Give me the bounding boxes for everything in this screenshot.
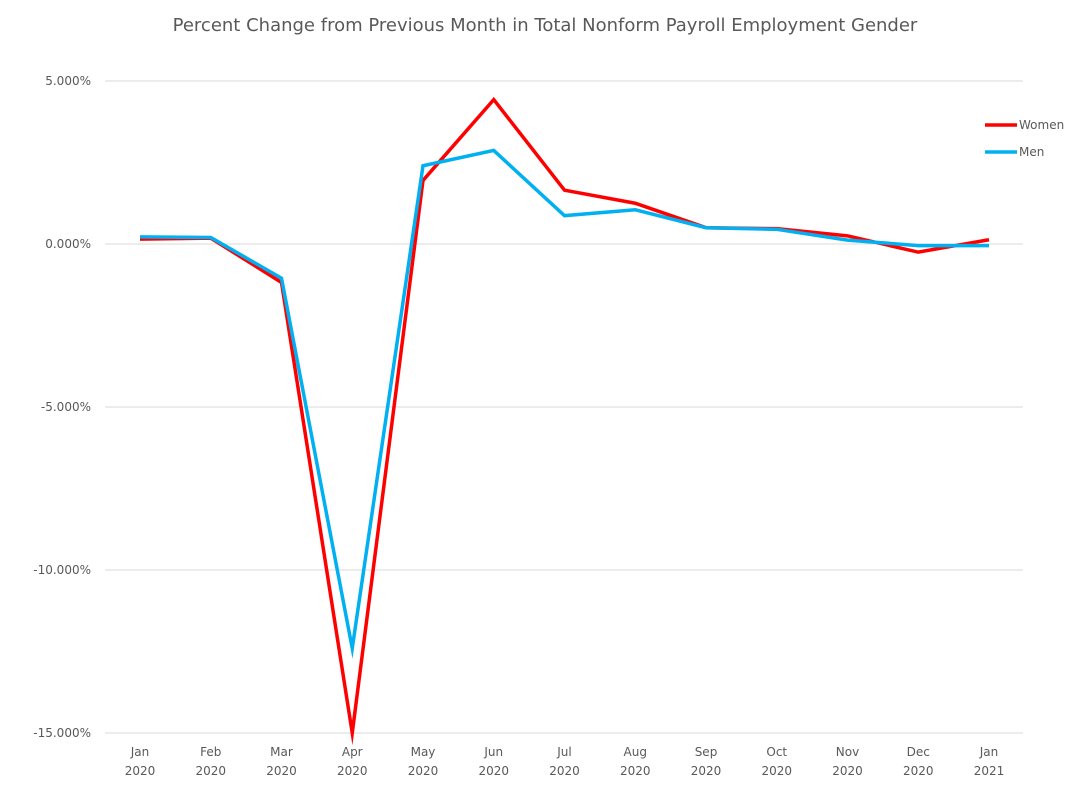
y-tick-label: -5.000% [41, 400, 91, 414]
x-tick-label-year: 2020 [408, 764, 439, 778]
x-tick-label-month: Sep [695, 745, 718, 759]
x-tick-label-year: 2020 [266, 764, 297, 778]
legend-label-men: Men [1019, 145, 1044, 159]
series-lines [139, 96, 990, 746]
x-tick-label-year: 2020 [903, 764, 934, 778]
legend: Women Men [985, 118, 1064, 159]
x-tick-label-year: 2020 [620, 764, 651, 778]
x-tick-label-year: 2020 [478, 764, 509, 778]
x-tick-label-month: Jan [979, 745, 999, 759]
x-tick-label-month: Dec [907, 745, 930, 759]
x-tick-label-year: 2020 [549, 764, 580, 778]
x-tick-label-year: 2020 [195, 764, 226, 778]
x-tick-label-month: Jul [556, 745, 571, 759]
x-tick-label-month: Nov [836, 745, 859, 759]
y-tick-label: -15.000% [33, 726, 91, 740]
x-tick-label-year: 2020 [832, 764, 863, 778]
chart-title: Percent Change from Previous Month in To… [173, 15, 918, 36]
x-tick-label-month: Aug [624, 745, 647, 759]
y-tick-label: 0.000% [45, 237, 91, 251]
x-tick-label-month: Jan [130, 745, 150, 759]
x-tick-label-year: 2021 [974, 764, 1005, 778]
x-tick-label-year: 2020 [337, 764, 368, 778]
y-tick-label: 5.000% [45, 74, 91, 88]
y-axis: 5.000% 0.000% -5.000% -10.000% -15.000% [33, 74, 91, 740]
x-tick-label-year: 2020 [761, 764, 792, 778]
x-tick-label-month: Oct [766, 745, 787, 759]
legend-label-women: Women [1019, 118, 1064, 132]
x-tick-label-month: May [411, 745, 436, 759]
y-tick-label: -10.000% [33, 563, 91, 577]
x-tick-label-month: Feb [200, 745, 221, 759]
gridlines [105, 80, 1023, 734]
series-line-men [139, 148, 989, 659]
x-axis: Jan 2020 Feb 2020 Mar 2020 Apr 2020 May 2020 Jun 20… [125, 745, 1005, 778]
x-tick-label-month: Apr [342, 745, 363, 759]
series-line-women [139, 96, 990, 746]
x-tick-label-month: Jun [483, 745, 503, 759]
x-tick-label-month: Mar [270, 745, 293, 759]
x-tick-label-year: 2020 [691, 764, 722, 778]
x-tick-label-year: 2020 [125, 764, 156, 778]
